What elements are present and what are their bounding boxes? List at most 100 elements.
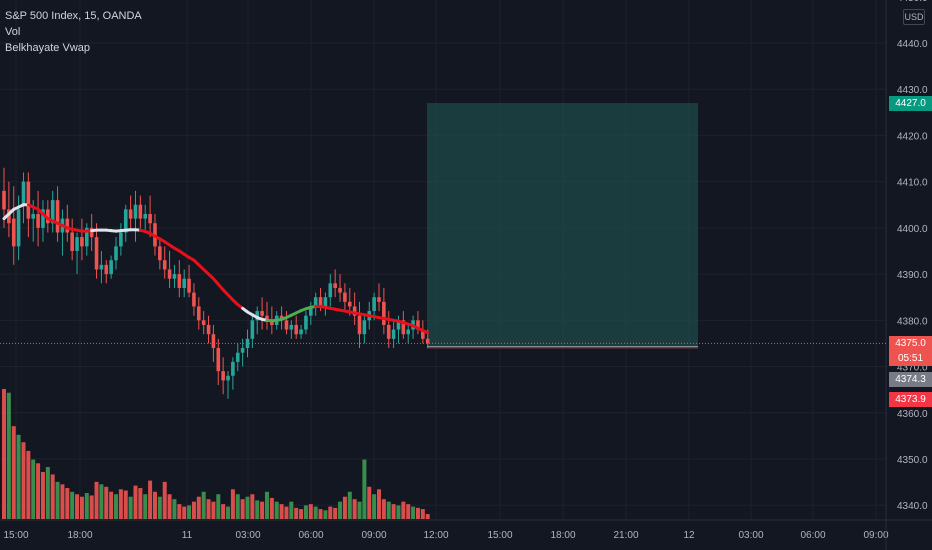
candle-body — [226, 375, 230, 381]
volume-bar — [94, 481, 99, 519]
volume-bar — [230, 489, 235, 519]
candle-body — [197, 306, 201, 321]
y-tick-label: 4400.0 — [897, 224, 928, 235]
volume-bar — [347, 491, 352, 519]
y-tick-label: 4380.0 — [897, 316, 928, 327]
vwap-study-label[interactable]: Belkhayate Vwap — [5, 42, 90, 54]
volume-bar — [333, 507, 338, 519]
candle-body — [406, 329, 411, 335]
volume-bar — [323, 510, 328, 519]
candle-body — [416, 320, 420, 330]
volume-bar — [221, 504, 226, 519]
volume-bar — [425, 514, 430, 519]
candle-body — [309, 306, 313, 316]
volume-bar — [401, 501, 406, 519]
candle-body — [138, 204, 143, 219]
volume-bar — [172, 499, 177, 519]
volume-bar — [99, 484, 104, 519]
volume-bar — [55, 481, 60, 519]
candle-body — [99, 264, 104, 270]
symbol-title[interactable]: S&P 500 Index, 15, OANDA — [5, 10, 142, 22]
candle-body — [255, 311, 260, 321]
candle-body — [65, 218, 70, 233]
candle-body — [294, 324, 298, 335]
volume-bar — [31, 459, 36, 519]
candle-body — [201, 320, 206, 325]
volume-bar — [386, 501, 391, 519]
candle-body — [31, 214, 36, 219]
candle-body — [114, 246, 118, 261]
candle-body — [421, 329, 425, 339]
candle-body — [382, 301, 386, 325]
volume-bar — [406, 504, 411, 519]
candle-body — [352, 306, 357, 316]
candle-body — [250, 320, 255, 339]
candle-body — [401, 320, 406, 335]
volume-bar — [396, 505, 401, 519]
volume-bar — [40, 471, 45, 519]
volume-bar — [138, 488, 143, 519]
volume-bar — [133, 485, 138, 519]
volume-bar — [240, 499, 245, 519]
volume-bar — [381, 499, 386, 519]
volume-bar — [84, 493, 89, 519]
candle-body — [206, 324, 211, 335]
position-profit-zone[interactable] — [427, 103, 698, 347]
candle-body — [396, 320, 401, 330]
volume-bar — [352, 499, 357, 519]
volume-bar — [216, 494, 221, 519]
candle-body — [328, 283, 333, 298]
candle-body — [148, 214, 152, 224]
vwap-line-segment — [421, 328, 430, 335]
candle-body — [21, 181, 26, 205]
candle-body — [260, 311, 264, 316]
volume-bar — [65, 488, 70, 519]
candle-body — [221, 371, 225, 381]
candle-body — [162, 260, 167, 270]
volume-study-label[interactable]: Vol — [5, 26, 21, 38]
candle-body — [338, 287, 342, 293]
currency-badge[interactable]: USD — [903, 9, 925, 25]
candle-body — [2, 190, 6, 210]
candle-body — [109, 260, 113, 275]
candle-body — [46, 209, 50, 224]
candle-body — [128, 209, 133, 219]
y-tick-label: 4420.0 — [897, 131, 928, 142]
x-tick-label: 06:00 — [298, 530, 323, 541]
y-tick-label: 4410.0 — [897, 178, 928, 189]
volume-bar — [411, 506, 416, 519]
candle-body — [75, 237, 79, 251]
volume-bar — [114, 494, 119, 519]
x-tick-label: 12:00 — [423, 530, 448, 541]
y-tick-label: 4350.0 — [897, 455, 928, 466]
candle-body — [192, 292, 196, 307]
x-tick-label: 09:00 — [863, 530, 888, 541]
volume-bar — [21, 442, 26, 519]
candle-body — [304, 315, 308, 330]
volume-bar — [299, 509, 304, 519]
candle-body — [182, 278, 186, 288]
position-stop-zone[interactable] — [427, 346, 698, 349]
candle-body — [323, 297, 328, 307]
entry-price-tag: 4374.3 — [889, 372, 932, 388]
candle-body — [80, 237, 84, 247]
volume-bar — [152, 491, 157, 519]
x-tick-label: 21:00 — [613, 530, 638, 541]
volume-bar — [342, 496, 347, 519]
candle-body — [70, 232, 74, 251]
volume-bar — [255, 500, 260, 519]
volume-bar — [415, 507, 420, 519]
candle-body — [265, 315, 269, 321]
candle-body — [11, 218, 16, 247]
candle-body — [16, 209, 21, 247]
candle-body — [372, 297, 376, 312]
volume-bar — [372, 494, 377, 519]
y-tick-label: 4340.0 — [897, 501, 928, 512]
volume-bar — [45, 467, 50, 519]
volume-bar — [162, 481, 167, 519]
volume-bar — [89, 495, 94, 519]
candle-body — [240, 348, 245, 353]
y-tick-label: 4440.0 — [897, 39, 928, 50]
candle-body — [245, 338, 250, 349]
